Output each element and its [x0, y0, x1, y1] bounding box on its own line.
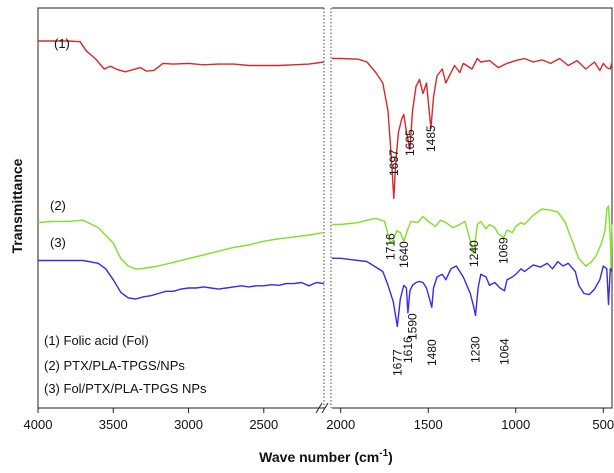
axis-break-mask	[324, 7, 332, 415]
peak-label-1616: 1616	[401, 336, 415, 363]
peak-label-1640: 1640	[397, 241, 411, 268]
x-ticks: 4000 3500 3000 2500 2000 1500 1000 500	[24, 408, 614, 432]
x-tick-label-2: 3000	[174, 417, 203, 432]
plot-frame	[37, 7, 613, 415]
series-line-1-left	[38, 40, 325, 73]
peak-label-1480: 1480	[425, 339, 439, 366]
series-line-2-left	[37, 219, 325, 270]
legend: (1) Folic acid (Fol) (2) PTX/PLA-TPGS/NP…	[44, 333, 207, 396]
peak-label-1230: 1230	[469, 336, 483, 363]
peak-label-1069: 1069	[497, 237, 511, 264]
peak-label-1605: 1605	[403, 129, 417, 156]
x-axis-title-suffix: )	[388, 449, 393, 465]
x-tick-label-0: 4000	[24, 417, 53, 432]
peak-label-1064: 1064	[498, 338, 512, 365]
series-line-3-right	[332, 257, 613, 328]
peak-label-1590: 1590	[406, 313, 420, 340]
peak-label-1697: 1697	[387, 149, 401, 176]
peak-label-1485: 1485	[424, 125, 438, 152]
series-layer	[37, 40, 613, 328]
x-tick-label-5: 1500	[414, 417, 443, 432]
peak-label-1716: 1716	[383, 233, 397, 260]
x-tick-label-7: 500	[592, 417, 614, 432]
peak-label-1240: 1240	[467, 240, 481, 267]
x-axis-title-main: Wave number (cm	[259, 449, 379, 465]
x-tick-label-1: 3500	[99, 417, 128, 432]
y-axis-title: Transmittance	[9, 158, 25, 253]
x-axis-title: Wave number (cm-1)	[259, 448, 393, 465]
series-label-2: (2)	[50, 198, 66, 213]
x-tick-label-3: 2500	[249, 417, 278, 432]
series-line-3-left	[38, 259, 325, 300]
x-axis-title-sup: -1	[379, 448, 388, 459]
legend-entry-3: (3) Fol/PTX/PLA-TPGS NPs	[44, 381, 207, 396]
legend-entry-2: (2) PTX/PLA-TPGS/NPs	[44, 358, 185, 373]
legend-entry-1: (1) Folic acid (Fol)	[44, 333, 149, 348]
x-tick-label-6: 1000	[501, 417, 530, 432]
series-label-1: (1)	[54, 36, 70, 51]
series-line-2-right	[332, 205, 613, 269]
series-label-3: (3)	[50, 235, 66, 250]
peak-label-1677: 1677	[390, 349, 404, 376]
x-tick-label-4: 2000	[326, 417, 355, 432]
series-line-1-right	[332, 57, 613, 200]
axis-break-mark	[315, 402, 329, 414]
